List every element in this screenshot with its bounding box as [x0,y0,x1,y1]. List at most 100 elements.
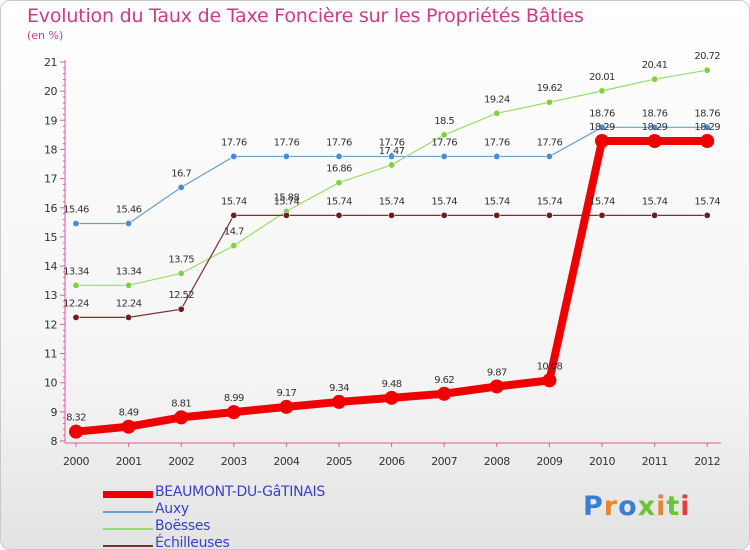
data-label: 15.74 [537,196,563,207]
data-label: 17.76 [221,137,247,148]
data-label: 13.34 [116,266,142,277]
data-point [72,281,80,289]
data-point [125,281,133,289]
brand-logo: Proxiti [583,491,691,522]
data-label: 20.01 [589,72,615,83]
data-point [282,211,290,219]
x-tick-label: 2001 [116,455,142,468]
data-point [703,66,711,74]
data-label: 18.29 [642,122,668,133]
data-point [598,123,606,131]
data-label: 14.7 [224,227,244,238]
chart-subtitle: (en %) [27,29,64,42]
data-point [125,313,133,321]
data-label: 18.29 [589,122,615,133]
legend-label: BEAUMONT-DU-GâTINAIS [155,484,325,500]
legend-swatch [103,528,153,530]
data-point [493,211,501,219]
data-point [440,211,448,219]
logo-letter: t [666,491,681,522]
data-label: 9.48 [382,379,402,390]
logo-letter: P [583,491,604,522]
logo-letter: r [603,491,619,522]
data-point [230,152,238,160]
data-point [121,419,136,434]
y-tick-label: 12 [44,318,57,331]
data-point [230,211,238,219]
data-point [493,109,501,117]
logo-letter: i [656,491,667,522]
y-tick-label: 16 [44,202,57,215]
data-point [703,211,711,219]
data-label: 9.34 [329,383,349,394]
data-point [545,211,553,219]
data-point [440,152,448,160]
data-label: 15.46 [116,205,142,216]
data-point [437,386,452,401]
data-label: 18.29 [694,122,720,133]
data-point [651,211,659,219]
data-label: 12.24 [116,298,142,309]
y-tick-label: 14 [44,260,57,273]
data-label: 16.86 [326,164,352,175]
data-label: 15.74 [379,196,405,207]
data-label: 17.76 [274,137,300,148]
y-tick-label: 11 [44,348,57,361]
data-label: 15.74 [326,196,352,207]
data-point [174,410,189,425]
data-label: 8.49 [119,408,139,419]
data-point [125,220,133,228]
chart-title: Evolution du Taux de Taxe Foncière sur l… [27,5,584,27]
data-point [69,424,83,439]
legend-label: Auxy [155,501,189,517]
data-label: 17.76 [431,137,457,148]
data-point [388,211,396,219]
data-point [384,390,399,405]
series-line [76,214,708,318]
data-label: 17.76 [537,137,563,148]
logo-letter: i [680,491,691,522]
x-tick-label: 2003 [221,455,247,468]
data-point [388,161,396,169]
data-point [72,313,80,321]
x-tick-label: 2002 [168,455,194,468]
y-tick-label: 19 [44,114,57,127]
data-label: 15.74 [221,196,247,207]
data-point [335,211,343,219]
data-label: 12.52 [168,290,194,301]
legend-label: Boësses [155,518,211,534]
data-label: 20.41 [642,60,668,71]
x-tick-label: 2009 [536,455,562,468]
x-tick-label: 2000 [63,455,89,468]
data-label: 15.74 [274,196,300,207]
data-label: 17.76 [484,137,510,148]
x-tick-label: 2011 [642,455,668,468]
data-label: 17.76 [326,137,352,148]
data-label: 13.75 [168,254,194,265]
data-point [177,269,185,277]
legend-label: Échilleuses [155,535,230,550]
data-label: 18.76 [694,108,720,119]
legend-swatch [103,545,153,547]
data-point [595,134,609,149]
data-label: 20.72 [694,51,720,62]
y-tick-label: 15 [44,231,57,244]
data-label: 9.87 [487,367,507,378]
data-label: 8.32 [66,413,86,424]
data-label: 15.46 [63,205,89,216]
y-tick-label: 13 [44,289,57,302]
logo-letter: x [637,491,657,522]
data-point [545,98,553,106]
x-tick-label: 2007 [431,455,457,468]
data-point [651,123,659,131]
logo-letter: o [618,491,638,522]
data-label: 13.34 [63,266,89,277]
data-point [493,152,501,160]
data-point [282,152,290,160]
data-point [651,75,659,83]
data-point [598,87,606,95]
y-tick-label: 20 [44,85,57,98]
y-tick-label: 18 [44,143,57,156]
data-point [230,242,238,250]
